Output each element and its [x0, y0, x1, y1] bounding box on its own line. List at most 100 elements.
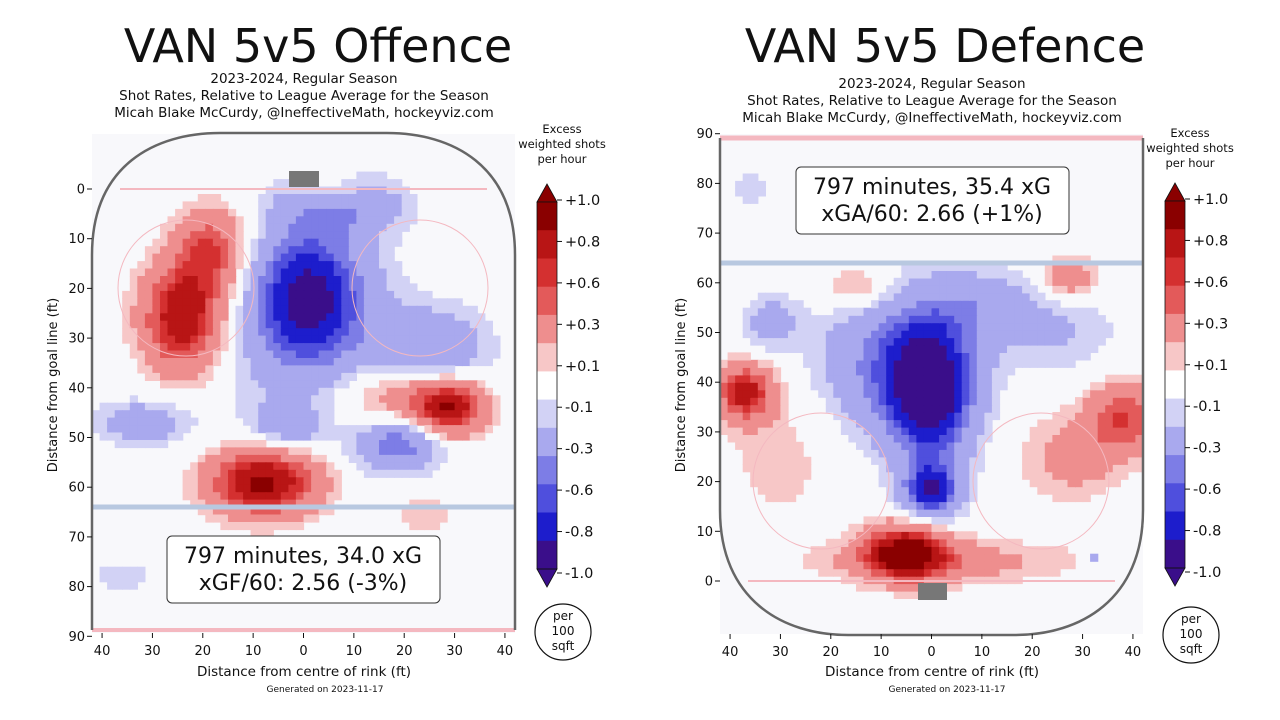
heat-cell [856, 404, 865, 413]
heat-cell [235, 231, 244, 240]
heat-cell [871, 374, 880, 383]
heat-cell [311, 194, 320, 203]
heat-cell [1135, 441, 1143, 450]
heat-cell [288, 268, 297, 277]
heat-cell [757, 464, 766, 473]
heat-cell [280, 298, 289, 307]
heat-cell [840, 538, 850, 547]
heat-cell [152, 283, 161, 292]
heat-cell [991, 344, 1001, 353]
heat-cell [976, 277, 985, 286]
heat-cell [386, 231, 395, 240]
heat-cell [341, 223, 350, 232]
heat-cell [175, 253, 184, 262]
heat-cell [273, 320, 282, 329]
heat-cell [288, 283, 297, 292]
heat-cell [1090, 397, 1099, 406]
colorbar-title-line-3: per hour [1165, 156, 1214, 170]
heat-cell [280, 231, 289, 240]
heat-cell [409, 343, 418, 352]
heat-cell [356, 238, 365, 247]
heat-cell [916, 479, 925, 488]
heat-cell [1067, 270, 1076, 279]
heat-cell [1075, 426, 1084, 435]
heat-cell [863, 315, 872, 324]
heat-cell [931, 344, 940, 353]
x-axis: 40 30 20 10 0 10 20 30 40 [722, 634, 1141, 660]
heat-cell [1059, 553, 1069, 562]
heat-cell [220, 484, 229, 493]
heat-cell [780, 434, 789, 443]
heat-cell [984, 419, 993, 428]
heat-cell [137, 350, 146, 359]
heat-cell [356, 194, 365, 203]
heat-cell [273, 283, 282, 292]
colorbar-tick-label: -0.6 [565, 483, 593, 499]
heat-cell [212, 343, 222, 352]
heat-cell [386, 194, 395, 203]
heat-cell [144, 246, 154, 255]
heat-cell [840, 344, 850, 353]
heat-cell [750, 441, 759, 450]
heat-cell [363, 425, 373, 434]
heat-cell [939, 441, 948, 450]
heat-cell [1037, 486, 1046, 495]
heat-cell [923, 434, 933, 443]
heat-cell [160, 380, 169, 389]
heat-cell [901, 590, 910, 599]
heat-cell [386, 454, 395, 463]
colorbar-band [1165, 285, 1185, 315]
heat-cell [893, 426, 902, 435]
heat-cell [780, 471, 789, 480]
heat-cell [1090, 277, 1099, 286]
heat-cell [1097, 315, 1106, 324]
heat-cell [1022, 277, 1031, 286]
heat-cell [848, 434, 857, 443]
heat-cell [923, 568, 933, 577]
heat-cell [326, 417, 335, 426]
heat-cell [348, 223, 357, 232]
heat-cell [1022, 441, 1031, 450]
heat-cell [878, 382, 887, 391]
heat-cell [197, 507, 206, 516]
heat-cell [1052, 546, 1061, 555]
heat-cell [871, 456, 880, 465]
heat-cell [901, 426, 910, 435]
heat-cell [318, 194, 327, 203]
heat-cell [1112, 389, 1121, 398]
heat-cell [258, 507, 267, 516]
heat-cell [886, 337, 895, 346]
heat-cell [976, 456, 985, 465]
heat-cell [167, 365, 176, 374]
heat-cell [939, 322, 948, 331]
heat-cell [923, 262, 933, 271]
heat-cell [122, 328, 131, 337]
heat-cell [991, 538, 1001, 547]
heat-cell [416, 343, 425, 352]
heat-cell [901, 374, 910, 383]
heat-cell [757, 337, 766, 346]
heat-cell [878, 404, 887, 413]
heat-cell [923, 561, 933, 570]
heat-cell [462, 432, 471, 441]
heat-cell [280, 484, 289, 493]
heat-cell [439, 328, 448, 337]
heat-cell [878, 300, 887, 309]
heat-cell [228, 522, 237, 531]
heat-cell [939, 568, 948, 577]
heat-cell [167, 372, 176, 381]
heat-cell [273, 380, 282, 389]
heat-cell [848, 397, 857, 406]
heat-cell [1059, 419, 1069, 428]
heat-cell [280, 208, 289, 217]
heat-cell [265, 350, 274, 359]
heat-cell [856, 568, 865, 577]
heat-cell [931, 516, 940, 525]
heat-cell [901, 568, 910, 577]
heat-cell [954, 464, 963, 473]
heat-cell [901, 531, 910, 540]
heat-cell [916, 426, 925, 435]
heat-cell [243, 395, 252, 404]
heat-cell [107, 566, 116, 575]
heat-cell [431, 305, 441, 314]
